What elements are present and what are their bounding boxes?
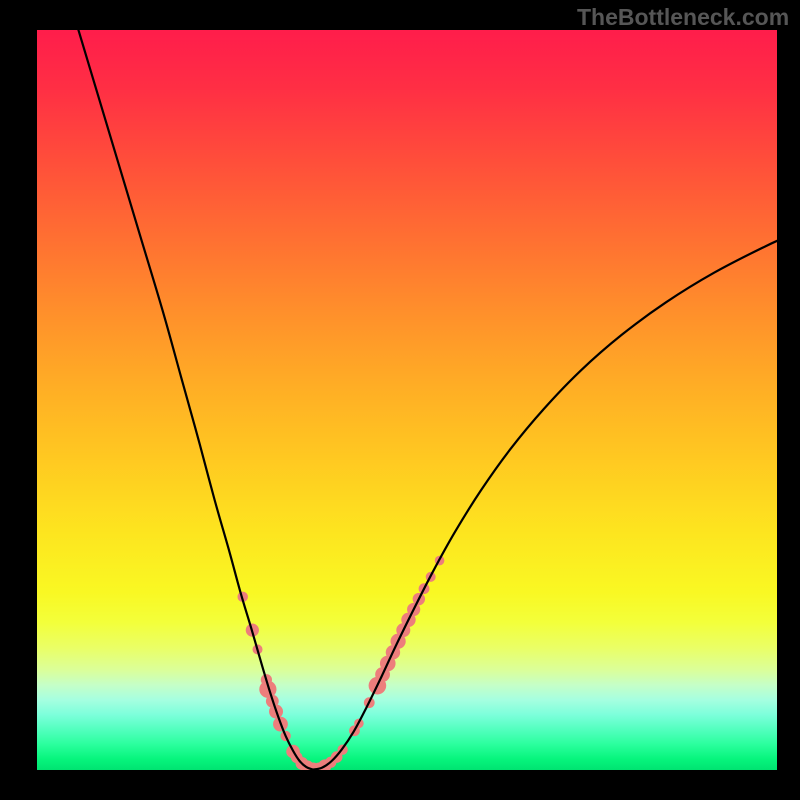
watermark-text: TheBottleneck.com xyxy=(577,4,789,31)
gradient-background xyxy=(37,30,777,770)
chart-plot-area xyxy=(37,30,777,770)
chart-svg xyxy=(37,30,777,770)
